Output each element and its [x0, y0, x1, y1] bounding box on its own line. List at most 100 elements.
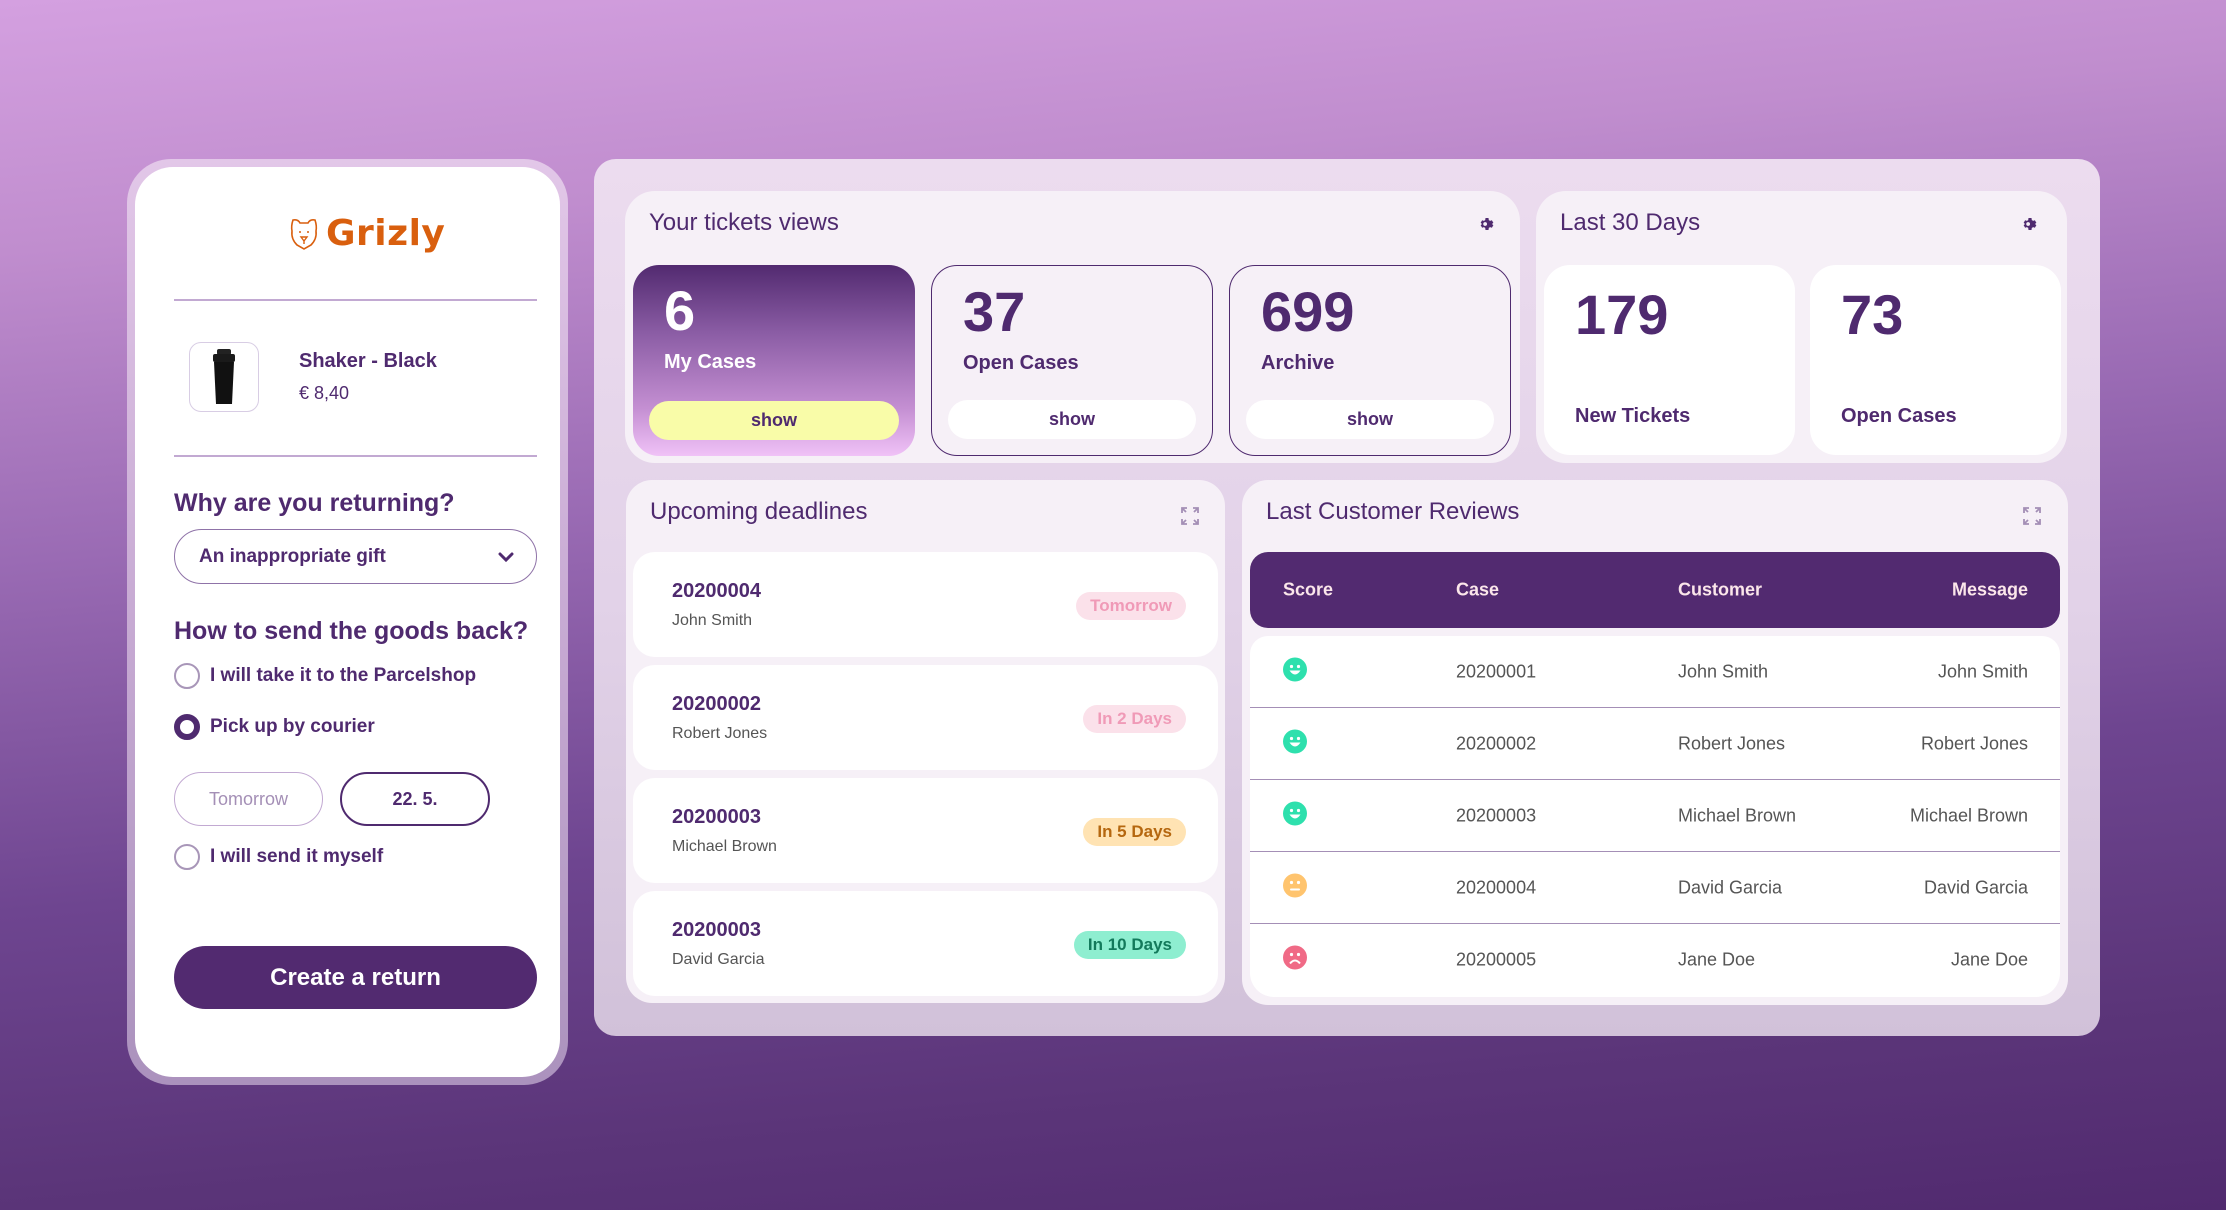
create-return-button[interactable]: Create a return [174, 946, 537, 1009]
option-send-myself[interactable]: I will send it myself [174, 844, 383, 870]
tickets-views-card: Your tickets views 6 My Cases show 37 Op… [625, 191, 1520, 463]
divider [174, 455, 537, 457]
column-header-message[interactable]: Message [1951, 579, 2028, 600]
stat-new-tickets: 179 New Tickets [1544, 265, 1795, 455]
stat-label: New Tickets [1575, 405, 1691, 427]
tile-open-cases[interactable]: 37 Open Cases show [931, 265, 1213, 456]
deadline-customer: John Smith [672, 612, 753, 629]
column-header-score[interactable]: Score [1283, 579, 1334, 600]
happy-face-icon [1283, 801, 1307, 830]
show-open-cases-button[interactable]: show [948, 400, 1196, 439]
review-message: John Smith [1937, 661, 2028, 681]
neutral-face-icon [1283, 873, 1307, 902]
column-header-customer[interactable]: Customer [1678, 579, 1763, 600]
table-row[interactable]: 20200003 Michael Brown Michael Brown [1250, 780, 2060, 852]
divider [174, 299, 537, 301]
table-row[interactable]: 20200002 Robert Jones Robert Jones [1250, 708, 2060, 780]
tile-value: 699 [1261, 280, 1355, 343]
return-form-panel: Grizly Shaker - Black € 8,40 Why are you… [127, 159, 568, 1085]
deadline-case: 20200003 [672, 919, 761, 941]
radio-button-checked[interactable] [174, 714, 200, 740]
tile-archive[interactable]: 699 Archive show [1229, 265, 1511, 456]
happy-face-icon [1283, 729, 1307, 758]
upcoming-deadlines-card: Upcoming deadlines 20200004 John Smith T… [626, 480, 1225, 1003]
deadline-case: 20200002 [672, 693, 761, 715]
return-form-card: Grizly Shaker - Black € 8,40 Why are you… [135, 167, 560, 1077]
card-title: Last 30 Days [1560, 209, 1701, 236]
option-label: Pick up by courier [210, 716, 375, 737]
due-badge: Tomorrow [1076, 592, 1186, 620]
option-label: I will send it myself [210, 846, 384, 867]
review-case: 20200001 [1456, 661, 1537, 681]
deadline-customer: Robert Jones [672, 725, 768, 742]
brand-name: Grizly [326, 213, 446, 254]
review-message: David Garcia [1923, 877, 2028, 897]
stat-value: 73 [1841, 283, 1904, 346]
shaker-bottle-icon [213, 349, 235, 404]
deadline-case: 20200003 [672, 806, 761, 828]
stat-open-cases: 73 Open Cases [1810, 265, 2061, 455]
due-badge: In 10 Days [1073, 931, 1186, 959]
product-thumbnail [189, 342, 259, 412]
column-header-case[interactable]: Case [1456, 579, 1500, 600]
tile-value: 37 [963, 280, 1026, 343]
review-message: Jane Doe [1950, 949, 2028, 970]
stat-value: 179 [1575, 283, 1669, 346]
reviews-table-header: Score Case Customer Message [1250, 552, 2060, 628]
review-message: Michael Brown [1909, 805, 2028, 825]
chevron-down-icon [498, 552, 514, 562]
option-courier[interactable]: Pick up by courier [174, 714, 375, 740]
deadline-customer: David Garcia [672, 951, 765, 968]
deadline-item[interactable]: 20200004 John Smith Tomorrow [633, 552, 1218, 657]
deadline-item[interactable]: 20200003 Michael Brown In 5 Days [633, 778, 1218, 883]
card-title: Your tickets views [649, 209, 839, 236]
gear-icon[interactable] [2021, 215, 2039, 233]
customer-reviews-card: Last Customer Reviews Score Case Custome… [1242, 480, 2068, 1005]
expand-icon[interactable] [2022, 506, 2042, 526]
due-badge: In 5 Days [1083, 818, 1186, 846]
tile-label: Archive [1261, 352, 1335, 374]
show-archive-button[interactable]: show [1246, 400, 1494, 439]
review-case: 20200004 [1456, 877, 1537, 897]
shipping-question: How to send the goods back? [174, 617, 529, 645]
date-option-tomorrow[interactable]: Tomorrow [174, 772, 323, 826]
product-item: Shaker - Black € 8,40 [189, 342, 437, 412]
reviews-table-body: 20200001 John Smith John Smith 20200002 … [1250, 636, 2060, 997]
table-row[interactable]: 20200005 Jane Doe Jane Doe [1250, 924, 2060, 996]
product-price: € 8,40 [299, 383, 350, 403]
deadline-case: 20200004 [672, 580, 761, 602]
dashboard: Your tickets views 6 My Cases show 37 Op… [594, 159, 2100, 1036]
radio-button[interactable] [174, 844, 200, 870]
reason-selected-value: An inappropriate gift [199, 545, 386, 567]
card-title: Last Customer Reviews [1266, 498, 1520, 525]
tile-label: My Cases [664, 351, 757, 373]
stat-label: Open Cases [1841, 405, 1957, 427]
deadline-item[interactable]: 20200002 Robert Jones In 2 Days [633, 665, 1218, 770]
gear-icon[interactable] [1478, 215, 1496, 233]
sad-face-icon [1283, 945, 1307, 975]
review-customer: John Smith [1678, 661, 1769, 681]
last-30-days-card: Last 30 Days 179 New Tickets 73 Open Cas… [1536, 191, 2067, 463]
review-message: Robert Jones [1920, 733, 2028, 753]
reason-question: Why are you returning? [174, 489, 455, 517]
date-option-selected[interactable]: 22. 5. [340, 772, 490, 826]
table-row[interactable]: 20200001 John Smith John Smith [1250, 636, 2060, 708]
option-label: I will take it to the Parcelshop [210, 665, 477, 686]
happy-face-icon [1283, 657, 1307, 686]
expand-icon[interactable] [1180, 506, 1200, 526]
show-my-cases-button[interactable]: show [649, 401, 899, 440]
reason-select[interactable]: An inappropriate gift [174, 529, 537, 584]
product-name: Shaker - Black [299, 350, 437, 372]
tile-label: Open Cases [963, 352, 1079, 374]
deadline-item[interactable]: 20200003 David Garcia In 10 Days [633, 891, 1218, 996]
review-customer: David Garcia [1678, 877, 1783, 897]
radio-button[interactable] [174, 663, 200, 689]
review-customer: Robert Jones [1678, 733, 1786, 753]
bear-logo-icon [290, 218, 318, 250]
option-parcelshop[interactable]: I will take it to the Parcelshop [174, 663, 476, 689]
review-case: 20200002 [1456, 733, 1537, 753]
tile-my-cases[interactable]: 6 My Cases show [633, 265, 915, 456]
review-customer: Michael Brown [1678, 805, 1797, 825]
review-case: 20200005 [1456, 949, 1537, 970]
table-row[interactable]: 20200004 David Garcia David Garcia [1250, 852, 2060, 924]
